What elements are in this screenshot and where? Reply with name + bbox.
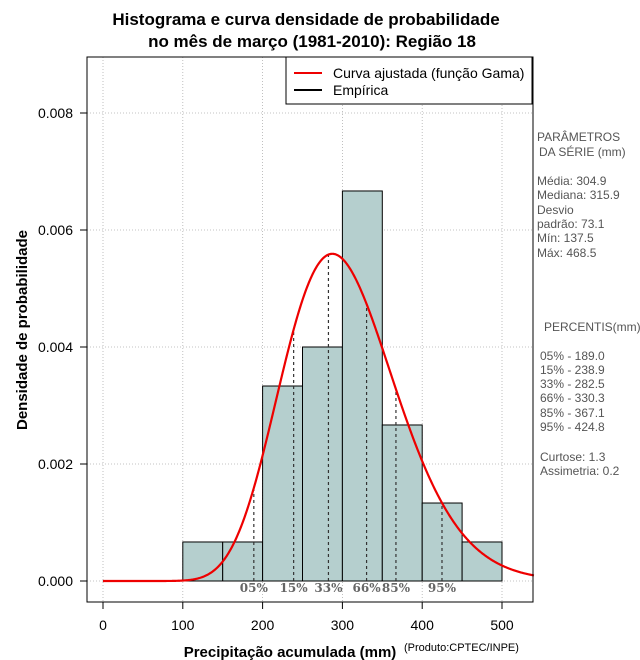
- percentis-title: PERCENTIS(mm): [544, 320, 640, 334]
- legend-empirical-label: Empírica: [333, 82, 388, 98]
- x-tick-label: 300: [331, 617, 355, 633]
- x-tick-label: 100: [171, 617, 195, 633]
- histogram-bar: [341, 190, 383, 582]
- histogram-bar: [302, 346, 343, 582]
- legend: Curva ajustada (função Gama) Empírica: [285, 56, 533, 105]
- params-title-1: PARÂMETROS: [537, 129, 620, 144]
- y-tick-label: 0.000: [38, 573, 73, 589]
- y-axis-label: Densidade de probabilidade: [14, 230, 31, 430]
- x-tick-label: 500: [490, 617, 514, 633]
- y-tick-label: 0.006: [38, 222, 73, 238]
- x-axis-label: Precipitação acumulada (mm): [184, 644, 397, 660]
- histogram-bar: [182, 541, 224, 582]
- y-tick-label: 0.008: [38, 105, 73, 121]
- y-tick-label: 0.004: [38, 339, 73, 355]
- percentile-label: 66%: [353, 581, 382, 595]
- param-line: Desvio: [537, 203, 574, 217]
- gamma-curve-layer: [103, 252, 535, 583]
- x-tick-label: 0: [99, 617, 107, 633]
- param-line: padrão: 73.1: [537, 217, 605, 231]
- percentile-label: 15%: [280, 581, 309, 595]
- param-line: Média: 304.9: [537, 174, 607, 188]
- legend-box: [285, 56, 533, 105]
- percentis-line: 66% - 330.3: [540, 391, 605, 405]
- param-line: Mediana: 315.9: [537, 188, 620, 202]
- param-line: Mín: 137.5: [537, 231, 594, 245]
- percentile-label: 33%: [314, 581, 343, 595]
- param-line: Máx: 468.5: [537, 246, 597, 260]
- percentis-line: 15% - 238.9: [540, 363, 605, 377]
- histogram-bars: [182, 190, 503, 582]
- product-credit: (Produto:CPTEC/INPE): [404, 642, 519, 654]
- stats-line: Assimetria: 0.2: [540, 464, 620, 478]
- percentis-line: 33% - 282.5: [540, 377, 605, 391]
- x-tick-label: 200: [251, 617, 275, 633]
- percentis-line: 95% - 424.8: [540, 420, 605, 434]
- y-tick-label: 0.002: [38, 456, 73, 472]
- gamma-fit-curve: [103, 252, 535, 583]
- chart-title-line-2: no mês de março (1981-2010): Região 18: [148, 32, 476, 51]
- chart-title-line-1: Histograma e curva densidade de probabil…: [112, 10, 499, 29]
- stats-line: Curtose: 1.3: [540, 450, 606, 464]
- params-title-2: DA SÉRIE (mm): [539, 144, 626, 159]
- axis-layer: 0 100 200 300 400 500 0.000 0.002 0.004 0.006 0.00…: [38, 105, 514, 633]
- legend-fitted-label: Curva ajustada (função Gama): [333, 65, 524, 81]
- percentile-label: 95%: [428, 581, 457, 595]
- histogram-bar: [262, 385, 304, 582]
- percentile-label: 05%: [240, 581, 269, 595]
- x-tick-label: 400: [411, 617, 435, 633]
- percentile-label: 85%: [382, 581, 411, 595]
- histogram-bar: [222, 541, 264, 582]
- percentis-line: 85% - 367.1: [540, 406, 605, 420]
- percentile-lines: 05% 15% 33% 66% 85% 95%: [240, 254, 457, 595]
- side-panel: PARÂMETROS DA SÉRIE (mm) Média: 304.9 Me…: [537, 129, 640, 478]
- percentis-line: 05% - 189.0: [540, 349, 605, 363]
